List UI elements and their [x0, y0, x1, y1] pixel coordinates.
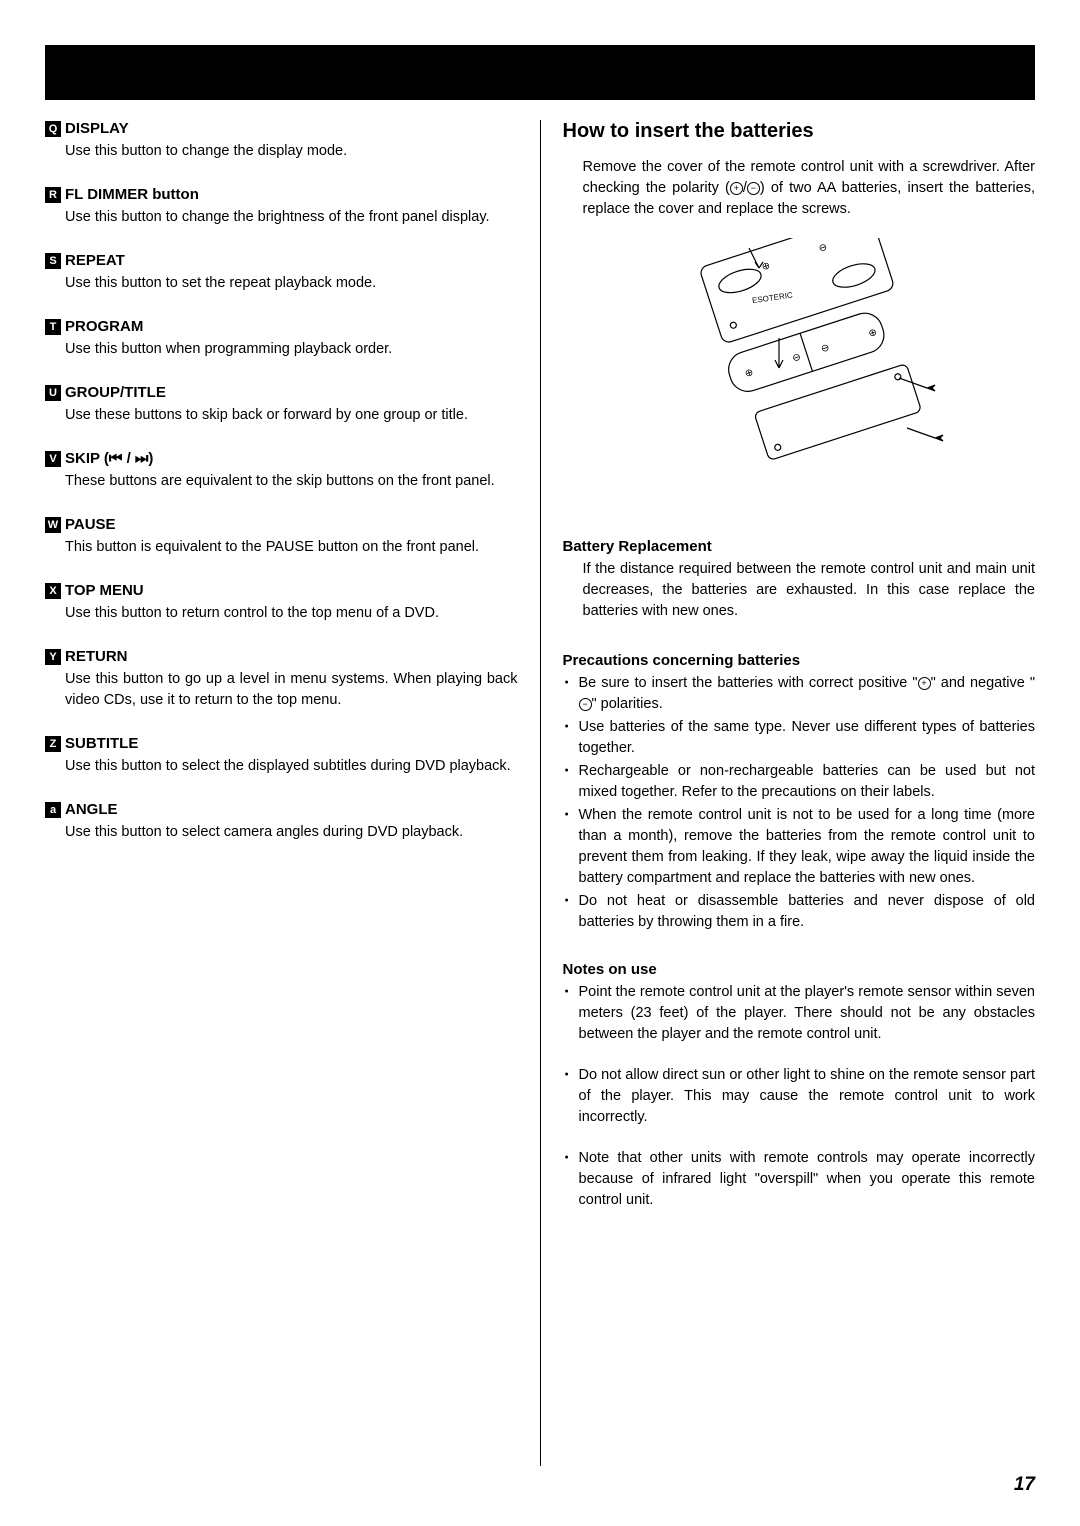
control-item: VSKIP (⏮ / ⏭) These buttons are equivalen…: [45, 450, 518, 492]
marker-icon: a: [45, 802, 61, 818]
item-desc: Use this button to set the repeat playba…: [45, 273, 518, 294]
plus-icon: +: [918, 677, 931, 690]
item-heading: VSKIP (⏮ / ⏭): [45, 450, 518, 467]
marker-icon: Q: [45, 121, 61, 137]
notes-heading: Notes on use: [563, 961, 1036, 978]
list-item: Use batteries of the same type. Never us…: [565, 717, 1036, 759]
list-item: Rechargeable or non-rechargeable batteri…: [565, 761, 1036, 803]
plus-icon: +: [730, 182, 743, 195]
item-heading: WPAUSE: [45, 516, 518, 533]
precautions-heading: Precautions concerning batteries: [563, 652, 1036, 669]
item-desc: Use this button when programming playbac…: [45, 339, 518, 360]
control-item: UGROUP/TITLE Use these buttons to skip ba…: [45, 384, 518, 426]
svg-text:⊖: ⊖: [791, 352, 802, 365]
item-heading: SREPEAT: [45, 252, 518, 269]
marker-icon: S: [45, 253, 61, 269]
item-heading: ZSUBTITLE: [45, 735, 518, 752]
item-desc: This button is equivalent to the PAUSE b…: [45, 537, 518, 558]
svg-text:ESOTERIC: ESOTERIC: [751, 291, 793, 306]
left-column: QDISPLAY Use this button to change the di…: [45, 120, 540, 1466]
item-desc: Use this button to select camera angles …: [45, 822, 518, 843]
item-title: REPEAT: [65, 252, 125, 269]
item-desc: Use this button to change the brightness…: [45, 207, 518, 228]
list-item: When the remote control unit is not to b…: [565, 805, 1036, 889]
minus-icon: −: [579, 698, 592, 711]
item-title: DISPLAY: [65, 120, 129, 137]
marker-icon: W: [45, 517, 61, 533]
item-desc: Use this button to select the displayed …: [45, 756, 518, 777]
right-column: How to insert the batteries Remove the c…: [540, 120, 1036, 1466]
replacement-heading: Battery Replacement: [563, 538, 1036, 555]
item-title: RETURN: [65, 648, 128, 665]
item-heading: QDISPLAY: [45, 120, 518, 137]
marker-icon: X: [45, 583, 61, 599]
item-heading: RFL DIMMER button: [45, 186, 518, 203]
control-item: SREPEAT Use this button to set the repeat…: [45, 252, 518, 294]
list-item: Be sure to insert the batteries with cor…: [565, 673, 1036, 715]
item-title: GROUP/TITLE: [65, 384, 166, 401]
content-area: QDISPLAY Use this button to change the di…: [45, 120, 1035, 1466]
list-item: Point the remote control unit at the pla…: [565, 982, 1036, 1045]
item-title: ANGLE: [65, 801, 118, 818]
section-title: How to insert the batteries: [563, 120, 1036, 143]
item-desc: These buttons are equivalent to the skip…: [45, 471, 518, 492]
item-desc: Use these buttons to skip back or forwar…: [45, 405, 518, 426]
list-item: Do not heat or disassemble batteries and…: [565, 891, 1036, 933]
replacement-desc: If the distance required between the rem…: [563, 559, 1036, 622]
marker-icon: T: [45, 319, 61, 335]
marker-icon: R: [45, 187, 61, 203]
list-item: Do not allow direct sun or other light t…: [565, 1065, 1036, 1128]
svg-text:⊖: ⊖: [817, 242, 828, 255]
item-title: FL DIMMER button: [65, 186, 199, 203]
header-bar: [45, 45, 1035, 100]
svg-text:⊖: ⊖: [819, 342, 830, 355]
control-item: WPAUSE This button is equivalent to the P…: [45, 516, 518, 558]
intro-paragraph: Remove the cover of the remote control u…: [563, 157, 1036, 220]
marker-icon: V: [45, 451, 61, 467]
item-title: PROGRAM: [65, 318, 143, 335]
item-desc: Use this button to change the display mo…: [45, 141, 518, 162]
control-item: RFL DIMMER button Use this button to chan…: [45, 186, 518, 228]
minus-icon: −: [747, 182, 760, 195]
svg-text:⊕: ⊕: [760, 260, 771, 273]
item-title: SKIP (⏮ / ⏭): [65, 450, 153, 467]
item-desc: Use this button to go up a level in menu…: [45, 669, 518, 711]
control-item: TPROGRAM Use this button when programming…: [45, 318, 518, 360]
control-item: YRETURN Use this button to go up a level …: [45, 648, 518, 711]
marker-icon: Y: [45, 649, 61, 665]
control-item: aANGLE Use this button to select camera a…: [45, 801, 518, 843]
item-heading: aANGLE: [45, 801, 518, 818]
notes-list: Point the remote control unit at the pla…: [563, 982, 1036, 1211]
item-heading: YRETURN: [45, 648, 518, 665]
svg-text:⊕: ⊕: [743, 367, 754, 380]
precautions-list: Be sure to insert the batteries with cor…: [563, 673, 1036, 933]
page-number: 17: [1014, 1474, 1035, 1496]
list-item: Note that other units with remote contro…: [565, 1148, 1036, 1211]
item-heading: XTOP MENU: [45, 582, 518, 599]
svg-text:⊕: ⊕: [867, 327, 878, 340]
item-title: TOP MENU: [65, 582, 144, 599]
item-title: PAUSE: [65, 516, 116, 533]
item-title: SUBTITLE: [65, 735, 138, 752]
marker-icon: U: [45, 385, 61, 401]
control-item: QDISPLAY Use this button to change the di…: [45, 120, 518, 162]
item-desc: Use this button to return control to the…: [45, 603, 518, 624]
battery-diagram: ESOTERIC ⊕ ⊖ ⊕ ⊖ ⊖ ⊕: [629, 238, 969, 498]
item-heading: TPROGRAM: [45, 318, 518, 335]
marker-icon: Z: [45, 736, 61, 752]
control-item: ZSUBTITLE Use this button to select the d…: [45, 735, 518, 777]
control-item: XTOP MENU Use this button to return contr…: [45, 582, 518, 624]
item-heading: UGROUP/TITLE: [45, 384, 518, 401]
